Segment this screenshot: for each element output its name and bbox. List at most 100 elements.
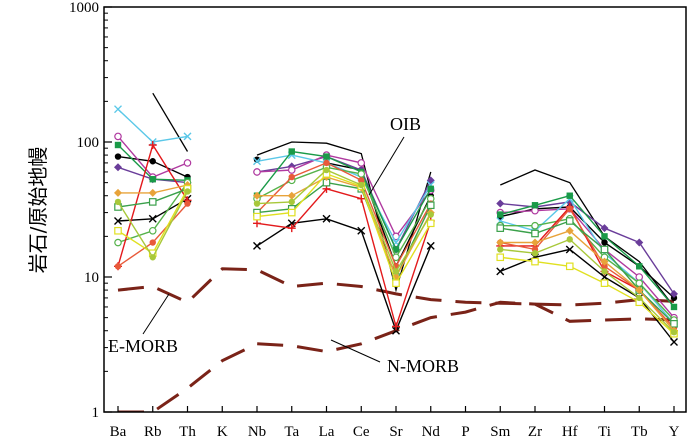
data-point [600,245,609,254]
data-point [531,202,539,209]
data-point [531,221,539,230]
series-line [500,208,675,319]
annotation-e-morb-leader [142,293,170,335]
data-point [148,188,157,197]
series-line [117,108,188,143]
data-point [670,303,678,311]
ticks: 1 10 100 1000 Ba Rb Th K Nb Ta La Ce Sr Nd P Sm Zr Hf Ti Tb… [69,0,680,440]
data-point [253,200,261,207]
data-point [392,268,400,275]
data-point [184,188,191,195]
y-tick-label: 100 [77,135,100,151]
data-point [496,238,505,247]
data-point [149,254,156,261]
data-point [114,263,122,270]
x-tick-label-la: La [319,424,335,440]
series-line [256,155,432,252]
data-point [253,219,261,228]
data-point [114,141,122,149]
data-point [357,170,366,178]
series-line [256,188,432,329]
annotation-e-morb: E-MORB [108,336,178,356]
data-point [357,159,366,167]
data-point [114,238,122,247]
data-point [148,214,157,223]
annotation-oib-leader [368,136,405,196]
data-point [184,200,191,207]
reference-line-oib [256,141,432,293]
x-tick-label-nb: Nb [248,424,266,440]
data-point [566,236,573,243]
data-point [287,191,296,200]
data-point [600,273,609,281]
data-point [496,253,505,262]
data-point [392,326,400,335]
data-point [565,217,574,225]
reference-line-oib [152,92,189,152]
x-tick-label-th: Th [179,424,196,440]
data-point [149,176,156,183]
data-point [635,238,644,247]
y-tick-label: 1000 [69,0,99,16]
x-tick-label-tb: Tb [631,424,648,440]
data-point [670,320,678,328]
data-point [600,279,609,287]
data-point [253,212,261,221]
data-point [183,132,192,141]
data-point [497,211,504,218]
data-point [566,205,573,213]
data-point [114,153,122,160]
x-tick-label-sr: Sr [389,424,402,440]
data-point [253,168,261,176]
data-point [323,166,330,174]
x-tick-label-nd: Nd [422,424,441,440]
data-point [565,262,574,271]
data-point [392,279,400,287]
data-point [323,159,330,167]
data-point [114,216,122,225]
data-point [496,199,505,208]
data-point [531,238,539,247]
data-point [427,185,434,193]
data-point [288,148,295,155]
x-tick-label-ba: Ba [110,424,127,440]
data-point [566,192,573,199]
data-point [357,226,366,235]
y-tick-label: 1 [92,405,100,421]
x-tick-label-hf: Hf [562,424,578,440]
x-tick-label-ti: Ti [598,424,611,440]
axes [103,6,687,413]
series-line [256,162,432,268]
data-point [288,173,295,181]
series-line [256,169,432,273]
annotation-oib: OIB [390,114,421,134]
x-tick-label-y: Y [669,424,680,440]
data-point [114,163,122,172]
y-axis-label-group: 岩石/原始地幔 [26,147,50,274]
y-axis-label: 岩石/原始地幔 [26,147,50,274]
data-point [114,198,122,206]
data-point [253,157,261,166]
data-point [427,211,434,218]
data-point [287,224,296,233]
data-point [148,198,157,206]
data-point [148,141,157,150]
plot-frame [103,6,687,413]
data-point [114,188,122,197]
sample-series [114,105,678,346]
data-point [149,239,156,246]
data-point [288,198,295,206]
data-point [670,338,678,346]
data-point [323,153,330,160]
data-point [357,194,366,203]
data-point [635,286,644,295]
series-line [257,176,432,279]
data-point [635,279,644,287]
series-s13 [114,166,678,336]
data-point [183,159,192,167]
data-point [601,233,608,240]
y-tick-label: 10 [84,270,99,286]
series-line [256,154,432,238]
data-point [600,224,609,233]
data-point [148,226,157,235]
